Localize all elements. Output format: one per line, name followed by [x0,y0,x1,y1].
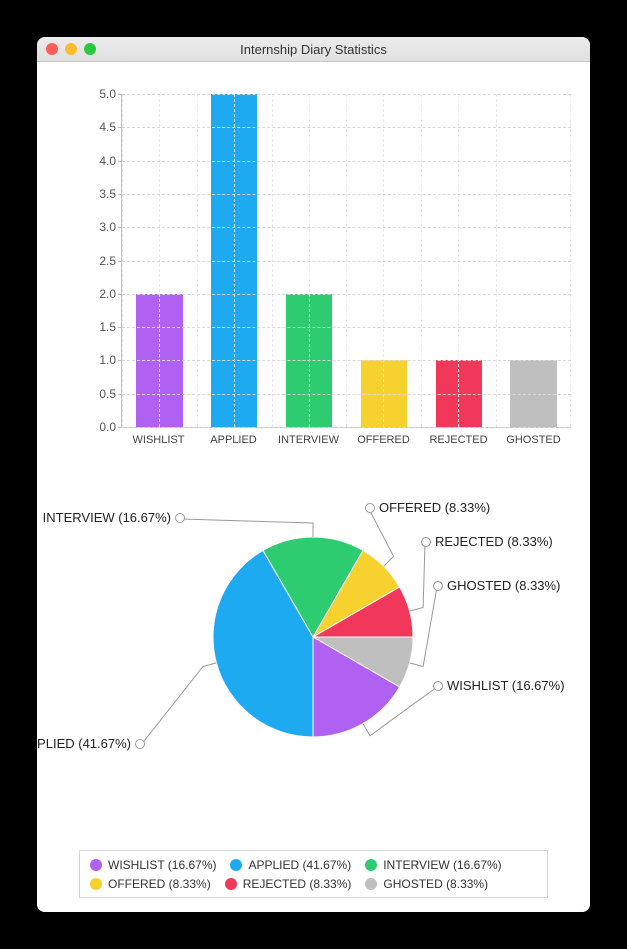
pie-label: REJECTED (8.33%) [421,534,553,549]
pie-label: GHOSTED (8.33%) [433,578,560,593]
gridline [122,227,571,228]
pie-label-text: REJECTED (8.33%) [435,534,553,549]
gridline [122,327,571,328]
legend-item: APPLIED (41.67%) [230,858,351,872]
pie-label-text: APPLIED (41.67%) [37,736,131,751]
legend-swatch-icon [365,878,377,890]
legend-swatch-icon [230,859,242,871]
pie-leader-dot-icon [421,537,431,547]
x-tick-label: APPLIED [196,434,271,452]
gridline [122,427,571,428]
pie-leader-line [181,519,313,537]
x-tick-label: GHOSTED [496,434,571,452]
gridline [122,161,571,162]
gridline [122,294,571,295]
legend-label: WISHLIST (16.67%) [108,858,216,872]
legend-label: REJECTED (8.33%) [243,877,352,891]
titlebar[interactable]: Internship Diary Statistics [37,37,590,62]
pie-label-text: OFFERED (8.33%) [379,500,490,515]
legend: WISHLIST (16.67%) APPLIED (41.67%) INTERVI… [79,850,548,898]
app-window: Internship Diary Statistics 0.00.51.01.5… [37,37,590,912]
bar-chart: 0.00.51.01.52.02.53.03.54.04.55.0 WISHLI… [81,88,579,458]
x-tick-label: INTERVIEW [271,434,346,452]
legend-swatch-icon [225,878,237,890]
close-icon[interactable] [46,43,58,55]
bar-chart-xaxis: WISHLISTAPPLIEDINTERVIEWOFFEREDREJECTEDG… [121,434,571,452]
legend-swatch-icon [90,859,102,871]
gridline [122,194,571,195]
pie-leader-line [141,663,216,745]
pie-leader-line [410,543,425,611]
pie-leader-dot-icon [175,513,185,523]
pie-leader-dot-icon [433,581,443,591]
pie-label: APPLIED (41.67%) [37,736,145,751]
window-title: Internship Diary Statistics [37,42,590,57]
gridline [122,127,571,128]
window-content: 0.00.51.01.52.02.53.03.54.04.55.0 WISHLI… [37,62,590,912]
gridline [122,360,571,361]
pie-leader-dot-icon [365,503,375,513]
legend-label: APPLIED (41.67%) [248,858,351,872]
legend-label: OFFERED (8.33%) [108,877,211,891]
traffic-lights [37,43,96,55]
pie-label: INTERVIEW (16.67%) [43,510,185,525]
pie-label-text: INTERVIEW (16.67%) [43,510,171,525]
pie-label-text: GHOSTED (8.33%) [447,578,560,593]
legend-item: WISHLIST (16.67%) [90,858,216,872]
bar-chart-plot: 0.00.51.01.52.02.53.03.54.04.55.0 [121,94,571,428]
legend-item: OFFERED (8.33%) [90,877,211,891]
zoom-icon[interactable] [84,43,96,55]
minimize-icon[interactable] [65,43,77,55]
gridline [122,94,571,95]
pie-label-text: WISHLIST (16.67%) [447,678,565,693]
legend-item: GHOSTED (8.33%) [365,877,488,891]
legend-item: INTERVIEW (16.67%) [365,858,501,872]
gridline [122,394,571,395]
pie-label: OFFERED (8.33%) [365,500,490,515]
pie-chart: OFFERED (8.33%) REJECTED (8.33%) GHOSTED (… [37,492,590,836]
pie-label: WISHLIST (16.67%) [433,678,565,693]
x-tick-label: REJECTED [421,434,496,452]
x-tick-label: WISHLIST [121,434,196,452]
pie-leader-dot-icon [433,681,443,691]
gridline [122,261,571,262]
pie-leader-dot-icon [135,739,145,749]
legend-label: INTERVIEW (16.67%) [383,858,501,872]
legend-label: GHOSTED (8.33%) [383,877,488,891]
legend-item: REJECTED (8.33%) [225,877,352,891]
legend-swatch-icon [365,859,377,871]
x-tick-label: OFFERED [346,434,421,452]
legend-swatch-icon [90,878,102,890]
